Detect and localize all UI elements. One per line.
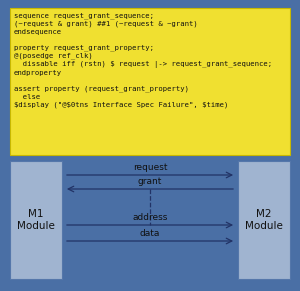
Text: M2
Module: M2 Module [245, 209, 283, 231]
Text: address: address [132, 213, 168, 222]
Text: M1
Module: M1 Module [17, 209, 55, 231]
Bar [10, 8, 290, 155]
Bar [238, 161, 290, 279]
Text: sequence request_grant_sequence;
(~request & grant) ##1 (~request & ~grant)
ends: sequence request_grant_sequence; (~reque… [14, 12, 272, 108]
Text: grant: grant [138, 177, 162, 186]
Text: request: request [133, 163, 167, 172]
Bar [10, 161, 62, 279]
Text: data: data [140, 229, 160, 238]
